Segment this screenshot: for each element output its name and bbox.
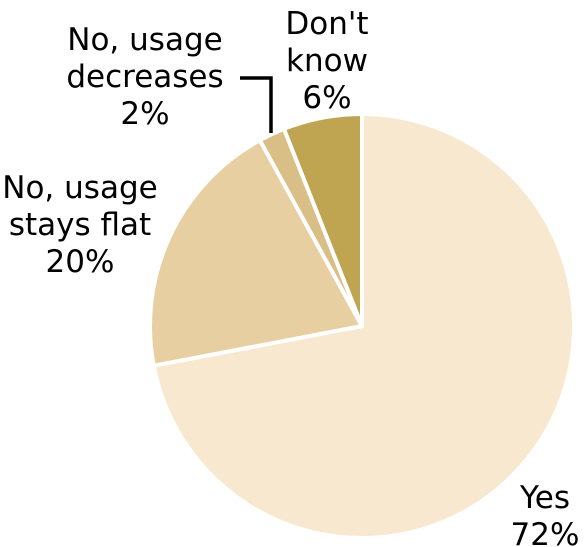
slice-label: No, usage decreases 2% xyxy=(66,22,223,132)
slice-label-line: 6% xyxy=(302,80,351,116)
slice-label-line: 72% xyxy=(511,517,580,547)
slice-label-line: No, usage xyxy=(2,170,157,206)
pie-labels: Yes 72%No, usage stays flat 20%No, usage dec… xyxy=(2,6,579,547)
slice-label: Yes 72% xyxy=(511,480,580,547)
slice-label-line: know xyxy=(286,43,368,79)
slice-label-line: decreases xyxy=(66,59,223,95)
slice-label: No, usage stays flat 20% xyxy=(2,170,157,280)
label-leader-line xyxy=(240,76,273,133)
slice-label-line: Yes xyxy=(519,480,570,516)
slice-label-line: stays flat xyxy=(9,207,151,243)
pie-slice xyxy=(281,112,364,328)
pie-slice xyxy=(148,138,364,368)
slice-label-line: 2% xyxy=(120,96,169,132)
slice-label-line: Don't xyxy=(285,6,368,42)
slice-label: Don't know 6% xyxy=(285,6,368,116)
slice-label-line: 20% xyxy=(46,244,115,280)
slice-label-line: No, usage xyxy=(67,22,222,58)
pie-slices xyxy=(148,112,576,540)
